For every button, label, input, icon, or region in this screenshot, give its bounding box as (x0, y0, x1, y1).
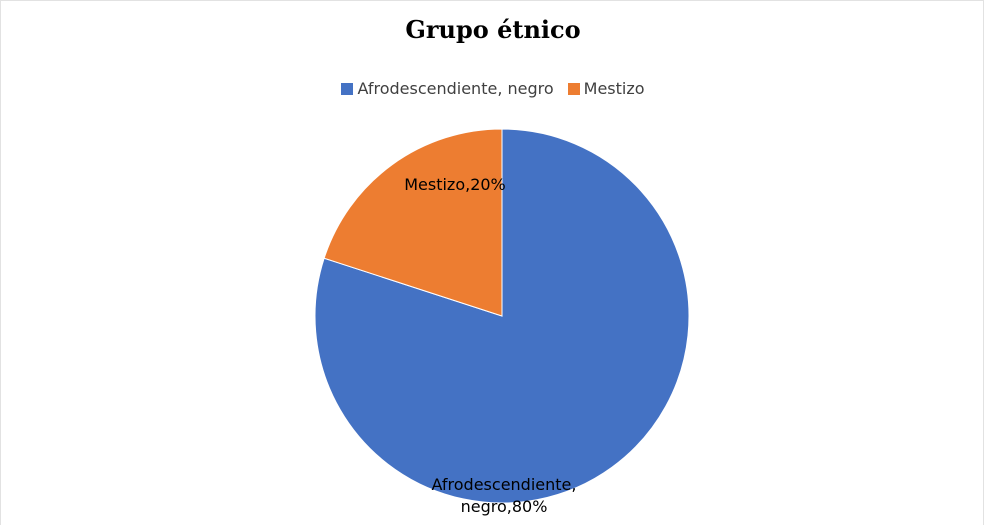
legend-item-afrodescendiente: Afrodescendiente, negro (341, 79, 554, 98)
legend: Afrodescendiente, negro Mestizo (1, 79, 984, 98)
legend-label-mestizo: Mestizo (583, 79, 645, 98)
legend-swatch-mestizo (567, 82, 580, 95)
data-label-line: Mestizo,20% (404, 175, 506, 194)
data-label-afrodescendiente: Afrodescendiente, negro,80% (432, 475, 577, 516)
data-label-mestizo: Mestizo,20% (404, 175, 506, 194)
legend-item-mestizo: Mestizo (567, 79, 645, 98)
legend-swatch-afrodescendiente (341, 82, 354, 95)
data-label-line: negro,80% (461, 497, 548, 516)
chart-title: Grupo étnico (405, 15, 581, 44)
pie-slice-mestizo (323, 128, 503, 317)
legend-label-afrodescendiente: Afrodescendiente, negro (357, 79, 554, 98)
data-label-line: Afrodescendiente, (432, 475, 577, 494)
